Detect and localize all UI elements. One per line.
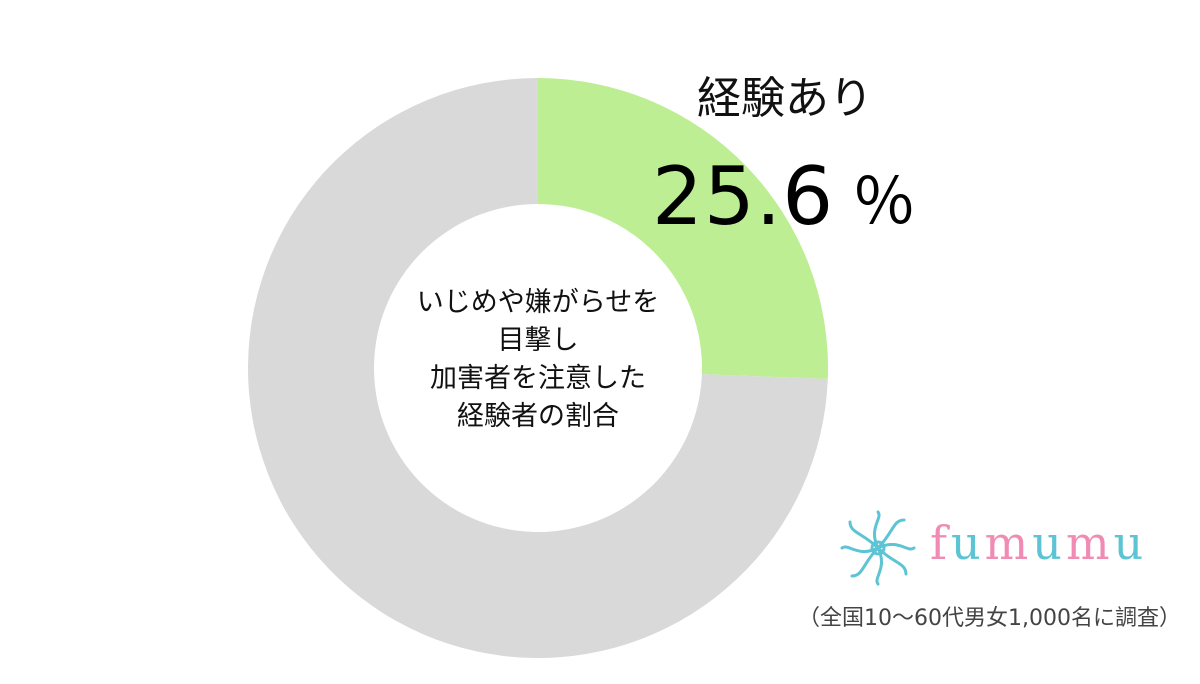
logo-letter: m: [1065, 516, 1114, 570]
center-label-line: 加害者を注意した: [430, 363, 646, 394]
data-label: 25.6 ％: [652, 150, 917, 243]
center-label-line: 目撃し: [497, 325, 579, 356]
data-label-unit: ％: [852, 166, 918, 240]
logo-letter: m: [984, 516, 1033, 570]
center-label: いじめや嫌がらせを 目撃し 加害者を注意した 経験者の割合: [388, 284, 688, 436]
donut-slice-0: [538, 78, 828, 379]
data-label-value: 25.6: [652, 150, 835, 243]
slice-label: 経験あり: [697, 73, 873, 124]
logo-letter: u: [1113, 516, 1148, 570]
logo-letter: u: [1032, 516, 1066, 570]
footnote: （全国10～60代男女1,000名に調査）: [798, 606, 1181, 631]
flower-logo-icon: [840, 510, 916, 586]
donut-slice-1: [248, 78, 828, 658]
center-label-line: 経験者の割合: [457, 401, 619, 432]
logo-letter: f: [930, 516, 952, 570]
center-label-line: いじめや嫌がらせを: [416, 287, 660, 318]
logo-text: fumumu: [930, 516, 1147, 570]
logo-letter: u: [951, 516, 985, 570]
fumumu-logo: fumumu: [838, 508, 1143, 588]
